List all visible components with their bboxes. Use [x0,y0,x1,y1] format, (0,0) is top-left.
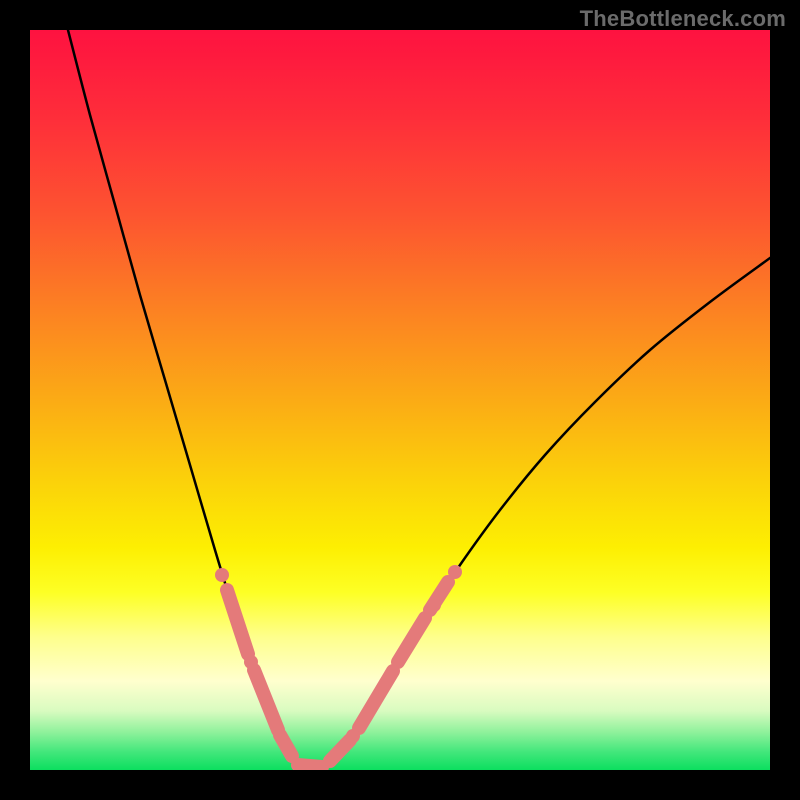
marker-dot [215,568,229,582]
watermark-text: TheBottleneck.com [580,6,786,32]
chart-container: TheBottleneck.com [0,0,800,800]
marker-dot [427,598,441,612]
marker-dot [448,565,462,579]
marker-dot [346,729,360,743]
chart-svg [30,30,770,770]
marker-segment [298,765,322,767]
chart-plot [30,30,770,770]
marker-dot [244,655,258,669]
